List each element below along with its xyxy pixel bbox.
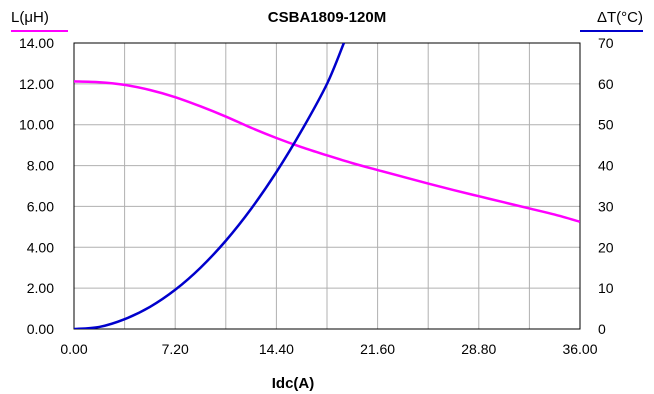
y-left-tick-label: 12.00 [19,76,54,92]
y-right-tick-label: 30 [598,198,614,214]
inductance-line [74,80,580,223]
x-tick-label: 28.80 [461,341,496,357]
temperature-rise-line [74,43,346,329]
x-axis-label: Idc(A) [272,375,315,392]
x-tick-label: 21.60 [360,341,395,357]
y-right-tick-label: 20 [598,239,614,255]
y-left-tick-label: 14.00 [19,35,54,51]
y-right-tick-label: 70 [598,35,614,51]
y-left-tick-label: 6.00 [27,198,54,214]
y-left-tick-label: 4.00 [27,239,54,255]
plot-frame [73,42,581,330]
y-left-tick-label: 0.00 [27,321,54,337]
y-left-tick-label: 2.00 [27,280,54,296]
y-left-axis-label: L(μH) [11,9,49,26]
y-right-tick-label: 0 [598,321,606,337]
x-tick-label: 14.40 [259,341,294,357]
y-left-tick-label: 10.00 [19,117,54,133]
x-tick-label: 7.20 [162,341,189,357]
y-right-tick-label: 60 [598,76,614,92]
x-tick-label: 0.00 [60,341,87,357]
x-tick-label: 36.00 [562,341,597,357]
y-left-tick-label: 8.00 [27,158,54,174]
chart-title: CSBA1809-120M [268,9,386,26]
y-right-tick-label: 50 [598,117,614,133]
y-right-axis-label: ΔT(°C) [597,9,643,26]
y-right-tick-label: 10 [598,280,614,296]
y-right-tick-label: 40 [598,158,614,174]
